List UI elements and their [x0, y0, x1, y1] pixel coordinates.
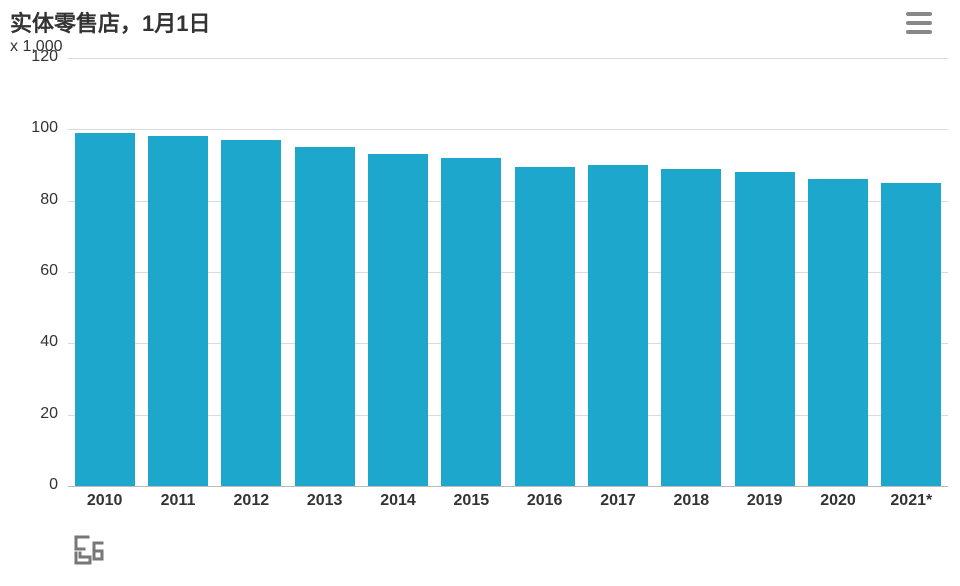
hamburger-icon[interactable] [906, 12, 932, 34]
bar[interactable] [588, 165, 648, 486]
bar[interactable] [808, 179, 868, 486]
y-tick-label: 120 [8, 48, 58, 66]
bar[interactable] [368, 154, 428, 486]
gridline [68, 486, 948, 487]
bar[interactable] [735, 172, 795, 486]
x-tick-label: 2020 [801, 492, 874, 510]
x-tick-label: 2011 [141, 492, 214, 510]
x-tick-label: 2014 [361, 492, 434, 510]
bars-group [68, 58, 948, 486]
y-tick-label: 40 [8, 333, 58, 351]
cbs-logo-icon [72, 533, 106, 572]
plot-area [68, 58, 948, 486]
x-tick-label: 2018 [655, 492, 728, 510]
y-tick-label: 60 [8, 262, 58, 280]
y-tick-label: 0 [8, 476, 58, 494]
x-tick-label: 2015 [435, 492, 508, 510]
y-tick-label: 20 [8, 405, 58, 423]
x-tick-label: 2021* [875, 492, 948, 510]
bar[interactable] [221, 140, 281, 486]
bar[interactable] [295, 147, 355, 486]
chart-title: 实体零售店，1月1日 [10, 6, 210, 38]
x-tick-label: 2016 [508, 492, 581, 510]
x-tick-label: 2017 [581, 492, 654, 510]
bar[interactable] [661, 169, 721, 486]
x-tick-label: 2019 [728, 492, 801, 510]
y-tick-label: 100 [8, 119, 58, 137]
x-tick-label: 2010 [68, 492, 141, 510]
bar[interactable] [75, 133, 135, 486]
x-tick-label: 2013 [288, 492, 361, 510]
chart-container: 实体零售店，1月1日 x 1,000 020406080100120 20102… [0, 0, 960, 586]
bar[interactable] [515, 167, 575, 486]
bar[interactable] [441, 158, 501, 486]
x-tick-label: 2012 [215, 492, 288, 510]
bar[interactable] [881, 183, 941, 486]
y-tick-label: 80 [8, 191, 58, 209]
bar[interactable] [148, 136, 208, 486]
